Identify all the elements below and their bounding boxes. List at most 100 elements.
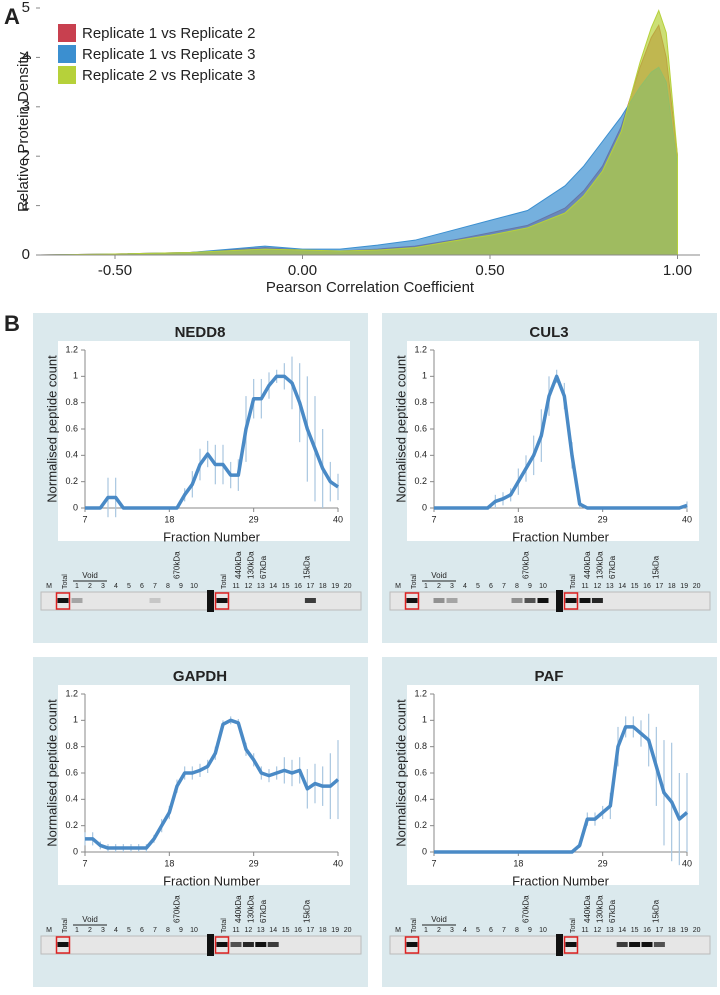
lane-label: 4 [114,583,118,590]
x-axis-label: Fraction Number [163,873,260,888]
marker-label: 67kDa [608,555,617,579]
x-tick-label: 18 [513,858,523,868]
y-tick-label: 0 [22,246,30,263]
y-axis-label: Normalised peptide count [393,355,408,503]
marker-label: 440kDa [234,895,243,923]
lane-label: 2 [88,927,92,934]
y-tick-label: 1.2 [65,688,78,698]
lane-label: 14 [269,927,277,934]
marker-label: 15kDa [651,555,660,579]
marker-label: 440kDa [234,551,243,579]
lane-label: 18 [668,583,676,590]
lane-label: Total [411,918,418,933]
y-tick-label: 0.4 [414,450,427,460]
marker-label: 67kDa [259,899,268,923]
lane-label: 17 [656,583,664,590]
lane-label: 1 [75,927,79,934]
lane-label: 16 [294,583,302,590]
lane-label: 4 [463,583,467,590]
lane-label: 7 [153,927,157,934]
y-tick-label: 0.8 [65,397,78,407]
gel-band [149,598,161,603]
gel-strip [40,935,362,955]
legend-swatch [58,66,76,84]
lane-label: Total [62,574,69,589]
y-tick-label: 2 [22,147,30,164]
chart-title: PAF [535,668,564,685]
gel-band [446,598,458,603]
lane-label: 13 [257,583,265,590]
line [85,374,339,510]
x-tick-label: 0.50 [475,262,504,279]
y-tick-label: 0 [73,846,78,856]
y-tick-label: 0.2 [65,476,78,486]
gel-band [267,942,279,947]
marker-label: 440kDa [583,895,592,923]
gel-band [579,598,591,603]
lane-label: 12 [594,583,602,590]
lane-label: 2 [88,583,92,590]
marker-label: 670kDa [173,895,182,923]
legend-swatch [58,24,76,42]
gel-band [255,942,267,947]
lane-label: 18 [668,927,676,934]
gel-band [565,942,577,947]
plot-background [407,685,699,885]
y-tick-label: 0 [422,502,427,512]
x-axis-label: Fraction Number [512,873,609,888]
lane-label: 16 [643,927,651,934]
gel-band [406,942,418,947]
y-tick-label: 0.8 [414,397,427,407]
lane-label: 8 [166,927,170,934]
gel-separator [207,934,214,956]
y-tick-label: 1 [73,715,78,725]
lane-label: 8 [515,583,519,590]
legend-swatch [58,45,76,63]
gel-band [616,942,628,947]
gel-band [537,598,549,603]
lane-label: 17 [307,927,315,934]
lane-label: 20 [344,583,352,590]
gel-band [565,598,577,603]
plot-background [407,341,699,541]
lane-label: 6 [140,583,144,590]
void-label: Void [82,571,98,580]
lane-label: Total [221,574,228,589]
lane-label: 15 [631,927,639,934]
marker-label: 130kDa [596,551,605,579]
lane-label: Total [62,918,69,933]
lane-label: 8 [515,927,519,934]
lane-label: Total [221,918,228,933]
lane-label: 19 [680,583,688,590]
lane-label: 5 [476,583,480,590]
line [434,374,688,510]
x-tick-label: 18 [513,514,523,524]
x-tick-label: 40 [333,858,343,868]
gel-band [230,942,242,947]
total-highlight [404,936,420,954]
gel-separator [556,590,563,612]
lane-label: 6 [140,927,144,934]
marker-label: 130kDa [247,551,256,579]
y-tick-label: 0.2 [65,820,78,830]
lane-label: 15 [282,927,290,934]
marker-label: 670kDa [522,551,531,579]
gel-strip [40,591,362,611]
y-tick-label: 1 [22,197,30,214]
y-tick-label: 1 [422,715,427,725]
lane-label: 14 [618,927,626,934]
lane-label: 13 [606,583,614,590]
lane-label: 2 [437,927,441,934]
lane-label: 10 [539,583,547,590]
gel-band [629,942,641,947]
x-tick-label: 7 [82,858,87,868]
lane-label: 14 [269,583,277,590]
x-tick-label: 1.00 [663,262,692,279]
lane-label: 11 [232,927,239,934]
lane-label: M [46,583,52,590]
lane-label: 5 [127,583,131,590]
gel-band [304,598,316,603]
marker-label: 130kDa [247,895,256,923]
gel-band [242,942,254,947]
x-axis-label: Pearson Correlation Coefficient [266,279,475,296]
